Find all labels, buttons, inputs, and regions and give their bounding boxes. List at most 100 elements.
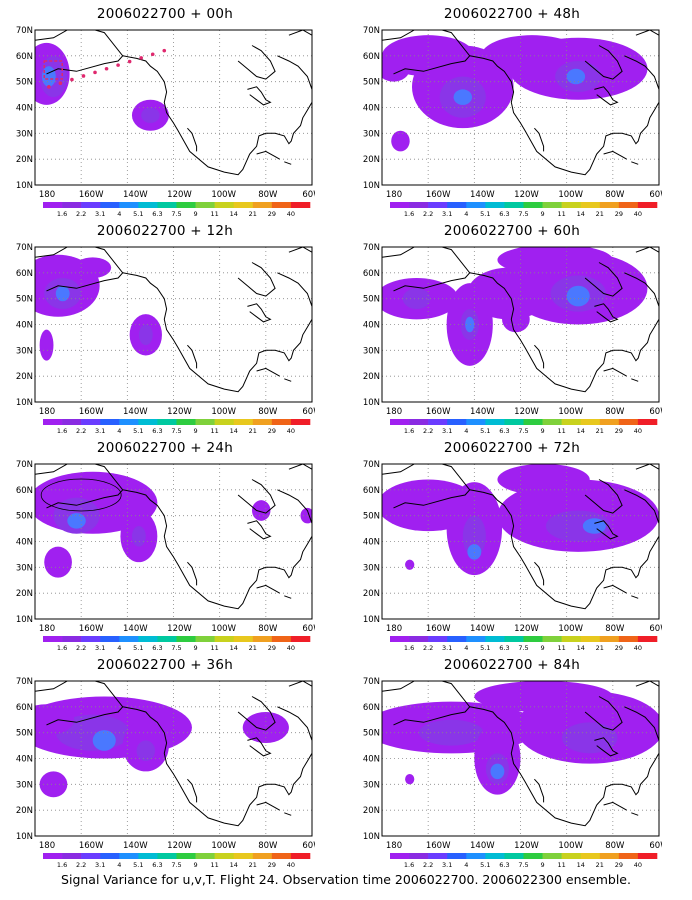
lon-tick-label: 60W (302, 841, 315, 851)
colorbar-level-label: 11 (558, 210, 566, 218)
colorbar-swatch (447, 853, 467, 859)
coastline (284, 595, 292, 599)
colorbar-level-label: 2.2 (423, 644, 433, 652)
colorbar-level-label: 9 (541, 861, 545, 869)
colorbar-swatch (100, 636, 120, 642)
lat-tick-label: 40N (363, 104, 380, 114)
map-frame (34, 29, 313, 186)
lon-tick-label: 80W (605, 407, 625, 417)
lon-tick-label: 140W (470, 190, 495, 200)
colorbar-swatch (428, 853, 448, 859)
coastline (596, 753, 659, 806)
coastline (594, 737, 619, 757)
colorbar-level-label: 11 (558, 644, 566, 652)
colorbar-swatch (138, 419, 158, 425)
colorbar-swatch (195, 636, 215, 642)
lon-tick-label: 160W (426, 841, 451, 851)
colorbar-level-label: 2.2 (76, 644, 86, 652)
colorbar-swatch (195, 853, 215, 859)
colorbar-level-label: 4 (117, 427, 121, 435)
lat-tick-label: 60N (16, 703, 33, 713)
map-frame (381, 463, 660, 620)
variance-contour (251, 500, 271, 521)
colorbar-swatch (466, 636, 486, 642)
variance-contour (497, 247, 613, 276)
lon-tick-label: 120W (167, 624, 192, 634)
coastline (603, 150, 627, 160)
flight-track-point (81, 74, 86, 78)
colorbar-swatch (43, 853, 63, 859)
coastline (249, 102, 312, 155)
colorbar-swatch (157, 419, 177, 425)
variance-contour (136, 740, 156, 762)
lon-tick-label: 180 (39, 190, 55, 200)
coastline (249, 319, 312, 372)
lon-tick-label: 100W (211, 407, 236, 417)
lat-tick-label: 60N (16, 269, 33, 279)
variance-contour (467, 544, 482, 560)
colorbar-swatch (542, 636, 562, 642)
variance-contour (300, 507, 312, 524)
colorbar-swatch (561, 419, 582, 425)
lat-tick-label: 30N (363, 563, 380, 573)
panel-title: 2006022700 + 72h (443, 440, 581, 456)
map-36h: 70N 60N 50N 40N 30N 20N 10N 180 160W 140W 120W 100W… (16, 677, 315, 869)
colorbar-swatch (466, 202, 486, 208)
colorbar-level-label: 14 (230, 210, 238, 218)
coastline (594, 303, 619, 323)
colorbar-level-label: 5.1 (133, 861, 143, 869)
colorbar-level-label: 14 (230, 644, 238, 652)
lat-tick-label: 10N (363, 832, 380, 842)
colorbar-level-label: 7.5 (518, 427, 528, 435)
colorbar-swatch (561, 636, 582, 642)
colorbar-swatch (62, 853, 82, 859)
panel-12h: 2006022700 + 12h 70N 60N 50N 40N 30N 20N 10N 18… (15, 223, 315, 435)
colorbar-swatch (119, 419, 139, 425)
colorbar-level-label: 11 (558, 427, 566, 435)
colorbar-swatch (447, 202, 467, 208)
lat-tick-label: 50N (363, 78, 380, 88)
colorbar-level-label: 9 (194, 644, 198, 652)
variance-contour (502, 306, 530, 333)
variance-contour (490, 763, 505, 780)
colorbar-level-label: 5.1 (480, 427, 490, 435)
colorbar-level-label: 29 (615, 644, 623, 652)
coastline (247, 520, 272, 540)
colorbar-swatch (252, 202, 273, 208)
lat-tick-label: 50N (16, 78, 33, 88)
panel-title: 2006022700 + 84h (443, 657, 581, 673)
colorbar-level-label: 9 (194, 427, 198, 435)
flight-track-point (116, 63, 120, 67)
variance-contour (39, 771, 68, 798)
coastlines (382, 30, 659, 176)
colorbar-swatch (271, 419, 292, 425)
colorbar-swatch (290, 202, 311, 208)
colorbar-level-label: 6.3 (499, 861, 509, 869)
coastline (534, 778, 545, 803)
lat-tick-label: 10N (363, 181, 380, 191)
colorbar-swatch (599, 419, 620, 425)
colorbar-swatch (428, 202, 448, 208)
lon-tick-label: 80W (258, 190, 278, 200)
colorbar-swatch (119, 202, 139, 208)
lat-tick-label: 20N (16, 372, 33, 382)
colorbar-swatch (138, 853, 158, 859)
coastline (631, 378, 639, 382)
coastline (594, 86, 619, 106)
lat-tick-label: 60N (363, 269, 380, 279)
coastline (35, 681, 124, 726)
map-84h: 70N 60N 50N 40N 30N 20N 10N 180 160W 140W 120W 100W… (363, 677, 662, 869)
coastline (256, 150, 280, 160)
colorbar-swatch (43, 202, 63, 208)
coastline (122, 55, 251, 176)
figure-caption: Signal Variance for u,v,T. Flight 24. Ob… (61, 872, 631, 887)
lon-tick-label: 180 (386, 407, 402, 417)
colorbar-level-label: 3.1 (95, 861, 105, 869)
colorbar-swatch (62, 636, 82, 642)
variance-contour (566, 68, 586, 85)
colorbar-level-label: 14 (230, 427, 238, 435)
lon-tick-label: 140W (123, 190, 148, 200)
lat-tick-label: 60N (16, 52, 33, 62)
coastline (624, 489, 659, 524)
lat-tick-label: 20N (363, 372, 380, 382)
